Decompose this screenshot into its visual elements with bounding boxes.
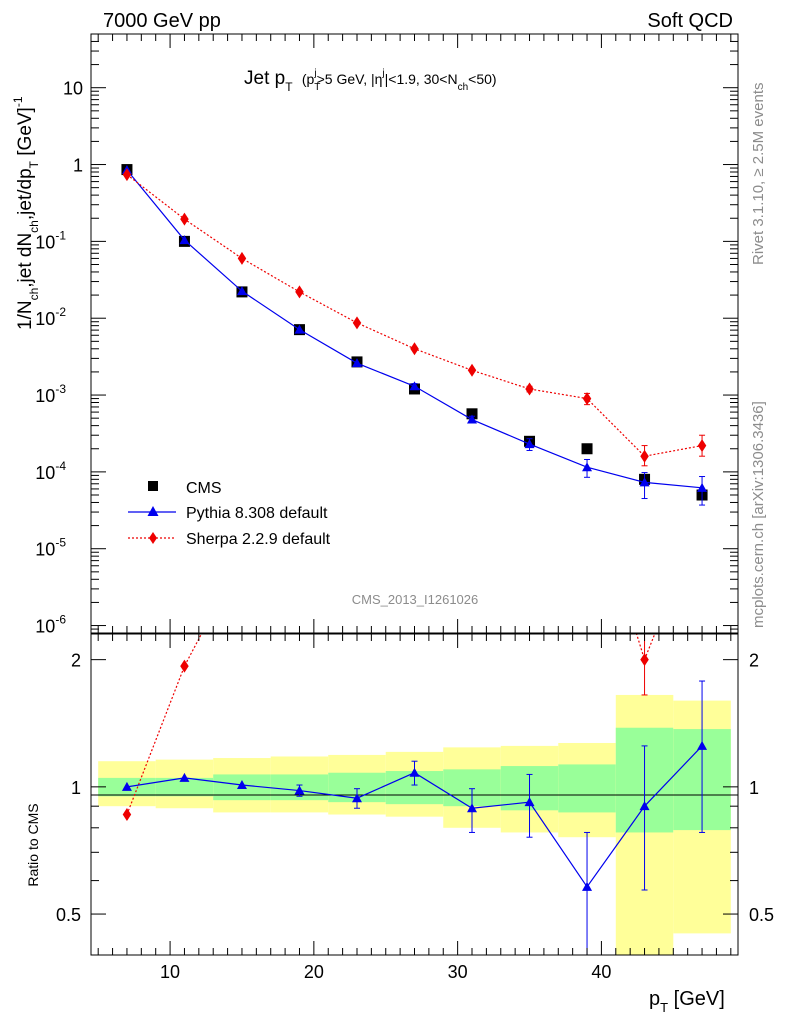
legend-label-cms: CMS	[186, 480, 222, 497]
sherpa-ratio-point	[698, 508, 707, 521]
band-inner	[155, 777, 214, 797]
header-left: 7000 GeV pp	[103, 10, 221, 32]
legend-marker-triangle	[147, 506, 159, 516]
pythia-point	[179, 235, 190, 245]
sherpa-point	[582, 392, 592, 406]
mcplots-text: mcplots.cern.ch [arXiv:1306.3436]	[750, 401, 767, 628]
pythia-point	[582, 462, 593, 472]
ratio-plot-area	[121, 471, 708, 955]
ratio-y-tick-label-left: 0.5	[56, 905, 81, 925]
y-tick-label: 10-1	[35, 228, 66, 252]
pythia-point	[639, 477, 650, 487]
y-tick-label: 1	[73, 156, 83, 176]
pythia-point	[294, 324, 305, 334]
pythia-ratio-point	[351, 793, 362, 803]
x-tick-label: 10	[160, 962, 180, 982]
ratio-y-tick-label-right: 0.5	[749, 905, 774, 925]
main-plot-area	[121, 164, 708, 506]
ratio-ylabel: Ratio to CMS	[25, 803, 41, 886]
pythia-ratio-point	[121, 781, 132, 791]
sherpa-point	[410, 342, 419, 356]
sherpa-ratio-point	[640, 653, 649, 667]
pythia-ratio-point	[697, 740, 708, 750]
legend: CMS Pythia 8.308 default Sherpa 2.2.9 de…	[128, 480, 331, 548]
pythia-point	[236, 286, 247, 296]
ratio-y-tick-label-right: 1	[749, 778, 759, 798]
analysis-id: CMS_2013_I1261026	[352, 592, 479, 607]
ratio-y-tick-label-left: 1	[71, 778, 81, 798]
pythia-ratio-point	[179, 772, 190, 782]
pythia-point	[467, 414, 478, 424]
y-tick-label: 10-6	[35, 613, 66, 637]
sherpa-point	[180, 212, 189, 226]
y-tick-label: 10	[63, 79, 83, 99]
band-inner	[558, 764, 616, 813]
pythia-ratio-point	[236, 780, 247, 790]
y-tick-label: 10-3	[35, 382, 66, 406]
cms-point	[466, 408, 478, 420]
sherpa-point	[467, 363, 477, 377]
sherpa-line	[126, 174, 703, 457]
pythia-ratio-point	[524, 797, 535, 807]
rivet-version-text: Rivet 3.1.10, ≥ 2.5M events	[750, 83, 767, 266]
legend-marker-square	[148, 481, 158, 491]
ratio-xlabel: pT [GeV]	[649, 988, 725, 1015]
legend-entry-cms: CMS	[148, 480, 222, 497]
sherpa-ratio-point	[410, 492, 419, 505]
ratio-y-tick-label-left: 2	[71, 651, 81, 671]
legend-marker-diamond	[149, 532, 157, 544]
pythia-ratio-point	[582, 881, 593, 891]
y-tick-label: 10-2	[35, 305, 66, 329]
legend-entry-sherpa: Sherpa 2.2.9 default	[128, 531, 331, 548]
x-tick-label: 30	[448, 962, 468, 982]
main-ylabel: 1/Nch,jet dNch,jet/dpT [GeV]-1	[11, 96, 41, 330]
header-right: Soft QCD	[647, 10, 733, 32]
cms-point	[581, 443, 593, 455]
pythia-point	[524, 439, 535, 449]
legend-label-sherpa: Sherpa 2.2.9 default	[186, 531, 331, 548]
pythia-ratio-point	[409, 767, 420, 777]
ratio-y-tick-label-right: 2	[749, 651, 759, 671]
sherpa-point	[237, 251, 247, 265]
y-tick-label: 10-4	[35, 459, 66, 483]
sherpa-point	[295, 285, 304, 299]
sherpa-point	[352, 316, 362, 330]
sherpa-ratio-point	[525, 471, 534, 484]
y-tick-label: 10-5	[35, 536, 66, 560]
pythia-ratio-point	[639, 801, 650, 811]
sherpa-point	[525, 382, 534, 396]
pythia-line	[126, 169, 703, 489]
ratio-uncertainty-bands	[98, 694, 731, 955]
legend-entry-pythia: Pythia 8.308 default	[128, 505, 328, 522]
sherpa-point	[697, 439, 707, 453]
main-title: Jet pT (pTj>5 GeV, |ηj|<1.9, 30<Nch<50)	[244, 68, 497, 96]
axes: 10 20 30 40 10 1 10-1 10-2 10-3 10-4 10-5 10-6 0.5 0.…	[35, 33, 774, 982]
pythia-point	[351, 358, 362, 368]
sherpa-ratio-point	[468, 485, 477, 498]
pythia-ratio-point	[467, 803, 478, 813]
pythia-point	[697, 482, 708, 492]
sherpa-point	[122, 168, 132, 182]
sherpa-ratio-point	[238, 550, 247, 563]
pythia-ratio-point	[294, 785, 305, 795]
pythia-point	[409, 381, 420, 391]
sherpa-ratio-point	[180, 659, 189, 673]
sherpa-ratio-point	[122, 808, 132, 822]
sherpa-point	[640, 449, 649, 463]
x-tick-label: 40	[591, 962, 611, 982]
sherpa-ratio-point	[353, 504, 362, 517]
x-tick-label: 20	[304, 962, 324, 982]
legend-label-pythia: Pythia 8.308 default	[186, 505, 328, 522]
